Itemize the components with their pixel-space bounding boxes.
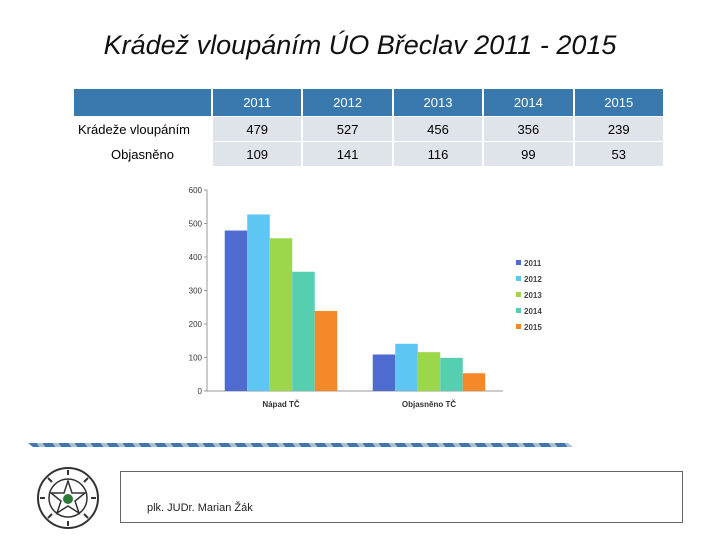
- data-table: 2011 2012 2013 2014 2015 Krádeže vloupán…: [72, 88, 665, 167]
- ribbon-stripe: [372, 442, 382, 448]
- table-cell: 141: [303, 142, 392, 166]
- ribbon-stripe: [116, 442, 126, 448]
- ribbon-stripe: [532, 442, 542, 448]
- ribbon-stripe: [308, 442, 318, 448]
- table-cell: 109: [213, 142, 302, 166]
- legend-entry: 2013: [524, 291, 542, 300]
- y-tick-label: 300: [189, 287, 203, 296]
- ribbon-stripe: [244, 442, 254, 448]
- ribbon-stripe: [260, 442, 270, 448]
- table-header-cell: 2012: [303, 89, 392, 116]
- bar-2014-napad: [292, 271, 315, 391]
- bar-2013-objasneno: [417, 352, 441, 391]
- ribbon-stripe: [164, 442, 174, 448]
- bar-2012-napad: [247, 214, 270, 391]
- bar-2014-objasneno: [440, 357, 463, 391]
- table-header-row: 2011 2012 2013 2014 2015: [74, 89, 663, 116]
- bar-2012-objasneno: [395, 343, 418, 391]
- bar-2015-napad: [314, 310, 338, 391]
- row-label: Krádeže vloupáním: [74, 117, 211, 141]
- legend-swatch: [516, 260, 521, 265]
- ribbon-stripe: [84, 442, 94, 448]
- legend-swatch: [516, 276, 521, 281]
- ribbon-stripe: [100, 442, 110, 448]
- table-header-cell: 2013: [393, 89, 483, 116]
- bar-2011-objasneno: [372, 354, 396, 391]
- slide-title: Krádež vloupáním ÚO Břeclav 2011 - 2015: [103, 30, 617, 60]
- ribbon-stripe: [420, 442, 430, 448]
- ribbon-stripe: [132, 442, 142, 448]
- ribbon-stripe: [180, 442, 190, 448]
- ribbon-stripe: [500, 442, 510, 448]
- ribbon-stripe: [276, 442, 286, 448]
- table-cell: 116: [393, 142, 483, 166]
- ribbon-stripe: [404, 442, 414, 448]
- table-cell: 479: [213, 117, 302, 141]
- table-cell: 99: [484, 142, 573, 166]
- ribbon-stripe: [516, 442, 526, 448]
- police-badge-icon: [37, 467, 99, 529]
- legend-entry: 2012: [524, 275, 542, 284]
- y-tick-label: 100: [189, 354, 203, 363]
- bar-chart: 0 100 200 300 400 500 600 Nápad TČ Objasněno TČ 2…: [189, 186, 543, 409]
- table-header-cell: 2014: [484, 89, 573, 116]
- table-header-cell: 2011: [213, 89, 302, 116]
- ribbon-stripe: [340, 442, 350, 448]
- bar-2015-objasneno: [462, 373, 486, 391]
- ribbon-stripe: [388, 442, 398, 448]
- table-cell: 527: [303, 117, 392, 141]
- table-header-cell: [74, 89, 211, 116]
- y-tick-label: 0: [198, 387, 203, 396]
- ribbon-stripe: [196, 442, 206, 448]
- y-tick-label: 400: [189, 253, 203, 262]
- table-cell: 239: [574, 117, 663, 141]
- legend-entry: 2011: [524, 259, 542, 268]
- legend-entry: 2014: [524, 307, 542, 316]
- table-cell: 53: [574, 142, 663, 166]
- table-header-cell: 2015: [574, 89, 663, 116]
- ribbon-stripe: [212, 442, 222, 448]
- y-tick-label: 600: [189, 186, 203, 195]
- x-category-label: Nápad TČ: [262, 400, 300, 409]
- ribbon-stripe: [228, 442, 238, 448]
- ribbon-stripe: [564, 442, 573, 448]
- table-row: Objasněno 109 141 116 99 53: [74, 142, 663, 166]
- ribbon-stripe: [68, 442, 78, 448]
- ribbon-stripe: [324, 442, 334, 448]
- ribbon-stripe: [52, 442, 62, 448]
- ribbon-stripe: [292, 442, 302, 448]
- bar-2011-napad: [224, 230, 248, 391]
- ribbon-stripe: [148, 442, 158, 448]
- legend-swatch: [516, 324, 521, 329]
- y-tick-label: 200: [189, 320, 203, 329]
- table-cell: 456: [393, 117, 483, 141]
- bar-2013-napad: [269, 238, 293, 391]
- ribbon-stripe: [484, 442, 494, 448]
- decorative-ribbon: [28, 442, 573, 448]
- author-name: plk. JUDr. Marian Žák: [147, 502, 253, 514]
- table-cell: 356: [484, 117, 573, 141]
- legend-entry: 2015: [524, 323, 542, 332]
- ribbon-stripe: [436, 442, 446, 448]
- footer-box: plk. JUDr. Marian Žák: [120, 471, 683, 523]
- legend-swatch: [516, 308, 521, 313]
- ribbon-stripe: [36, 442, 46, 448]
- ribbon-stripe: [356, 442, 366, 448]
- ribbon-stripe: [468, 442, 478, 448]
- y-tick-label: 500: [189, 220, 203, 229]
- ribbon-stripe: [452, 442, 462, 448]
- ribbon-stripe: [548, 442, 558, 448]
- table-row: Krádeže vloupáním 479 527 456 356 239: [74, 117, 663, 141]
- legend-swatch: [516, 292, 521, 297]
- x-category-label: Objasněno TČ: [402, 400, 456, 409]
- row-label: Objasněno: [74, 142, 211, 166]
